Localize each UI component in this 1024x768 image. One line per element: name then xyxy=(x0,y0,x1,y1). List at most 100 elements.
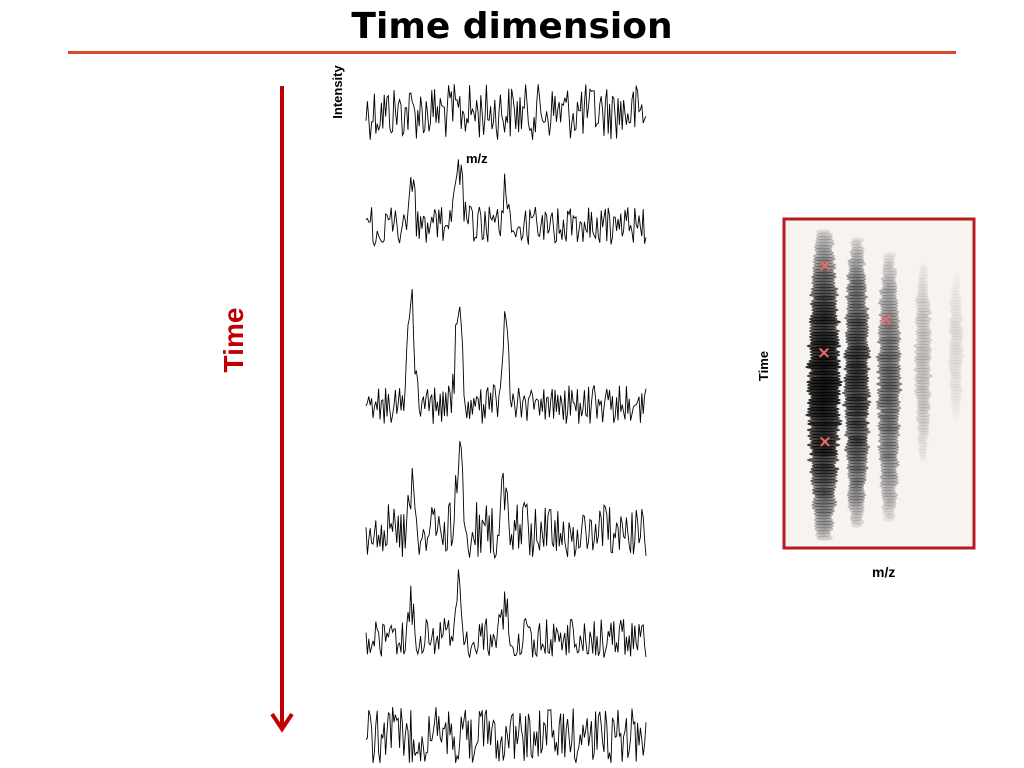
heatmap-band-4-segment xyxy=(916,403,931,409)
heatmap-band-4-segment xyxy=(914,388,931,394)
heatmap-band-4-segment xyxy=(915,328,932,334)
heatmap-band-4-segment xyxy=(916,325,931,331)
heatmap-band-4-segment xyxy=(916,307,931,313)
heatmap-band-5-segment xyxy=(951,296,963,302)
heatmap-band-2-segment xyxy=(846,297,866,303)
heatmap-band-1-segment xyxy=(811,481,837,487)
heatmap-band-3-segment xyxy=(880,408,900,414)
heatmap-band-3-segment xyxy=(882,516,895,522)
heatmap-band-3-segment xyxy=(883,258,895,264)
heatmap-band-2-segment xyxy=(850,243,863,249)
heatmap-band-5-segment xyxy=(950,305,962,311)
heatmap-band-2-segment xyxy=(847,291,866,297)
heatmap-band-4-segment xyxy=(917,400,930,406)
heatmap-band-3-segment xyxy=(881,510,896,516)
heatmap-band-4-segment xyxy=(915,346,932,352)
heatmap-band-2-segment xyxy=(846,456,868,462)
heatmap-band-4-segment xyxy=(917,406,931,412)
heatmap-band-4-segment xyxy=(916,409,929,415)
heatmap-band-3-segment xyxy=(879,453,898,459)
heatmap-band-5-segment xyxy=(948,341,963,347)
heatmap-band-3-segment xyxy=(878,396,899,402)
heatmap-band-3-segment xyxy=(877,414,899,420)
heatmap-band-3-segment xyxy=(882,507,895,513)
heatmap-band-4-segment xyxy=(916,301,931,307)
heatmap-band-3-segment xyxy=(876,411,900,417)
heatmap-band-4-segment xyxy=(915,322,930,328)
heatmap-band-2-segment xyxy=(845,285,867,291)
heatmap-band-5-segment xyxy=(948,317,964,323)
heatmap-band-4-segment xyxy=(918,286,928,292)
heatmap-band-4-segment xyxy=(913,349,932,355)
heatmap-band-5-segment xyxy=(948,329,963,335)
heatmap-band-5-segment xyxy=(951,311,963,317)
heatmap-band-2-segment xyxy=(850,519,865,525)
heatmap-band-4-segment xyxy=(918,451,928,457)
heatmap-band-2-segment xyxy=(846,300,866,306)
heatmap-band-4-segment xyxy=(917,412,931,418)
heatmap-band-5-segment xyxy=(949,380,961,386)
heatmap-band-3-segment xyxy=(876,339,900,345)
heatmap-band-3-segment xyxy=(875,354,901,360)
heatmap-band-2-segment xyxy=(850,252,864,258)
heatmap-band-2-segment xyxy=(847,258,865,264)
heatmap-band-4-segment xyxy=(916,436,928,442)
spectrum-trace-4 xyxy=(365,441,647,560)
heatmap-band-4-segment xyxy=(917,433,929,439)
heatmap-band-3-segment xyxy=(878,288,898,294)
heatmap-band-1-segment xyxy=(813,256,836,262)
heatmap-band-1-segment xyxy=(816,229,831,235)
heatmap-band-5-segment xyxy=(949,299,962,305)
heatmap-band-5-segment xyxy=(949,356,963,362)
heatmap-band-4-segment xyxy=(913,343,931,349)
heatmap-band-1-segment xyxy=(814,526,834,532)
heatmap-band-2-segment xyxy=(845,312,869,318)
heatmap-band-3-segment xyxy=(879,318,901,324)
heatmap-band-3-segment xyxy=(883,501,897,507)
heatmap-band-5-segment xyxy=(952,416,959,421)
heatmap-band-1-segment xyxy=(811,505,835,511)
heatmap-band-5-segment xyxy=(948,353,965,359)
heatmap-band-1-segment xyxy=(815,235,833,241)
heatmap-band-3-segment xyxy=(879,303,899,309)
heatmap-band-4-segment xyxy=(917,292,929,298)
heatmap-band-5-segment xyxy=(950,374,962,380)
heatmap-band-2-segment xyxy=(847,495,866,501)
heatmap-band-5-segment xyxy=(950,398,961,404)
heatmap-band-5-segment xyxy=(949,344,963,350)
heatmap-marker-2: × xyxy=(817,343,831,363)
spectrum-trace-6 xyxy=(365,707,647,763)
heatmap-band-2-segment xyxy=(849,480,866,486)
heatmap-band-3-segment xyxy=(879,297,899,303)
heatmap-band-3-segment xyxy=(881,279,897,285)
heatmap-band-5-segment xyxy=(949,395,962,401)
heatmap-band-3-segment xyxy=(881,486,896,492)
heatmap-band-1-segment xyxy=(814,508,835,514)
heatmap-band-3-segment xyxy=(879,378,900,384)
heatmap-band-1-segment xyxy=(816,232,834,238)
heatmap-band-3-segment xyxy=(881,492,899,498)
heatmap-band-3-segment xyxy=(882,273,897,279)
time-axis xyxy=(270,86,294,733)
heatmap-band-1-segment xyxy=(812,268,834,274)
heatmap-band-2-segment xyxy=(846,306,870,312)
heatmap-band-3-segment xyxy=(881,285,898,291)
heatmap-band-3-segment xyxy=(880,459,900,465)
heatmap-band-3-segment xyxy=(882,270,898,276)
heatmap-band-4-segment xyxy=(916,334,931,340)
heatmap-band-2-segment xyxy=(846,450,869,456)
heatmap-band-3-segment xyxy=(880,489,896,495)
heatmap-band-1-segment xyxy=(815,532,832,538)
heatmap-band-3-segment xyxy=(879,372,901,378)
heatmap-band-1-segment xyxy=(813,517,833,523)
heatmap-band-1-segment xyxy=(816,529,831,535)
heatmap-band-3-segment xyxy=(879,480,899,486)
heatmap-band-3-segment xyxy=(879,435,899,441)
heatmap-band-3-segment xyxy=(877,438,899,444)
heatmap-band-3-segment xyxy=(878,327,900,333)
heatmap-band-4-segment xyxy=(917,274,929,280)
heatmap-band-4-segment xyxy=(918,430,930,436)
heatmap-band-2-segment xyxy=(847,459,868,465)
heatmap-band-1-segment xyxy=(815,250,834,256)
